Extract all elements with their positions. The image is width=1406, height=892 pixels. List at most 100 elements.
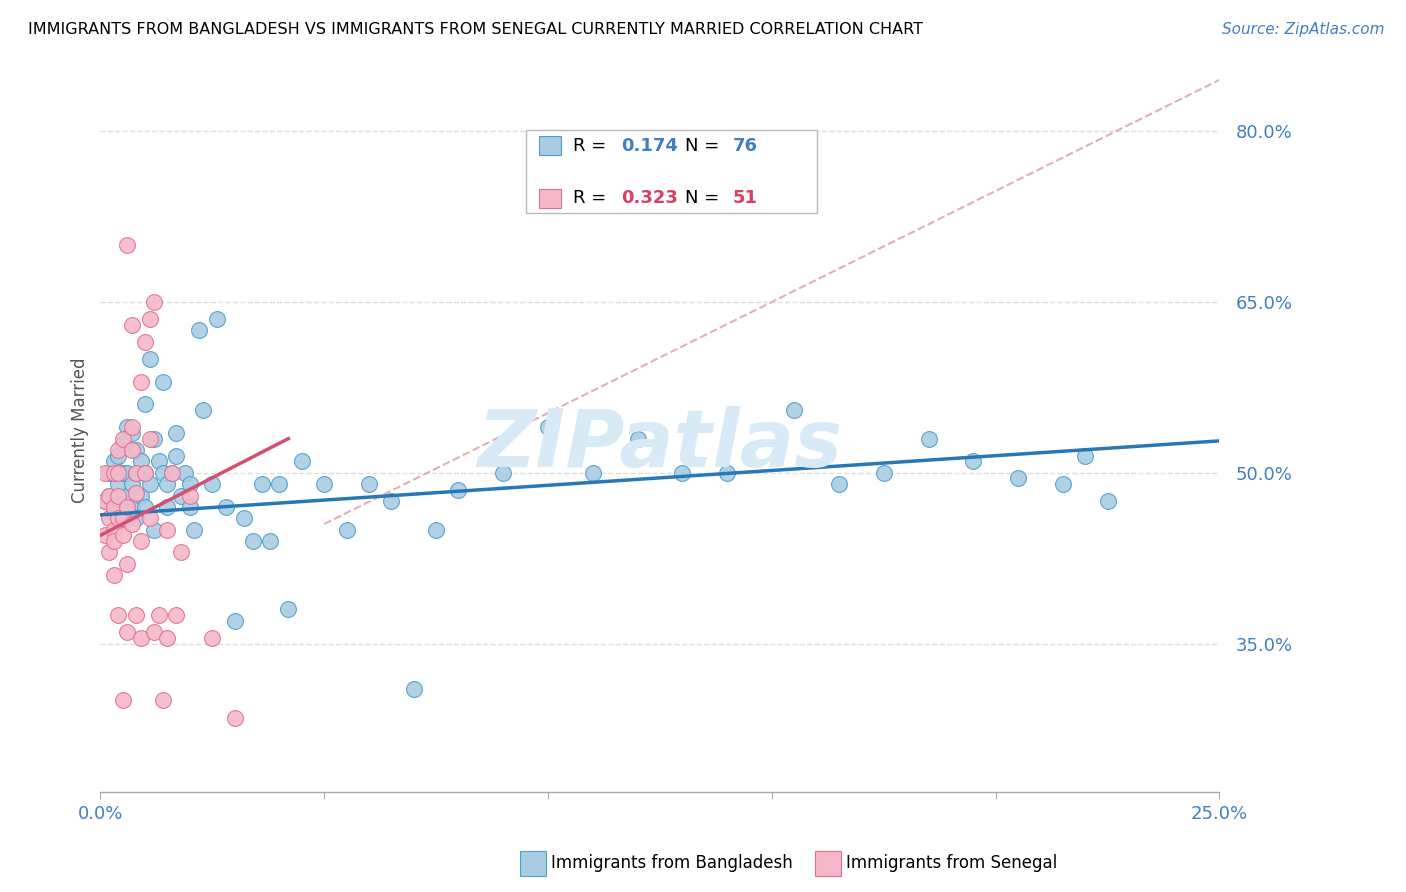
Point xyxy=(537,420,560,434)
Point xyxy=(269,477,291,491)
Point xyxy=(107,449,129,463)
Point xyxy=(314,477,336,491)
Point xyxy=(259,534,281,549)
Point xyxy=(121,500,143,514)
Text: N =: N = xyxy=(685,136,724,155)
Point xyxy=(138,432,160,446)
Point xyxy=(291,454,314,468)
Point xyxy=(626,432,648,446)
Point xyxy=(1074,449,1097,463)
Point xyxy=(115,238,138,252)
Point xyxy=(121,516,143,531)
Point xyxy=(277,602,299,616)
Point xyxy=(103,500,125,514)
Point xyxy=(138,312,160,326)
Point xyxy=(121,420,143,434)
Point xyxy=(103,568,125,582)
Point xyxy=(134,466,156,480)
Text: Immigrants from Bangladesh: Immigrants from Bangladesh xyxy=(551,855,793,872)
Text: R =: R = xyxy=(572,136,612,155)
Point xyxy=(115,420,138,434)
Point xyxy=(201,631,224,645)
Point xyxy=(103,506,125,520)
Point xyxy=(156,477,179,491)
Point xyxy=(143,432,166,446)
Point xyxy=(156,500,179,514)
Point xyxy=(129,375,152,389)
Point xyxy=(121,442,143,457)
Point xyxy=(115,466,138,480)
Point xyxy=(129,534,152,549)
Bar xyxy=(526,130,817,213)
Text: IMMIGRANTS FROM BANGLADESH VS IMMIGRANTS FROM SENEGAL CURRENTLY MARRIED CORRELAT: IMMIGRANTS FROM BANGLADESH VS IMMIGRANTS… xyxy=(28,22,924,37)
Point xyxy=(201,477,224,491)
Point xyxy=(138,511,160,525)
Point xyxy=(121,477,143,491)
Point xyxy=(447,483,470,497)
Point xyxy=(671,466,693,480)
Point xyxy=(134,500,156,514)
Point xyxy=(917,432,939,446)
Point xyxy=(125,466,148,480)
Point xyxy=(107,511,129,525)
Point xyxy=(156,523,179,537)
Point xyxy=(152,693,174,707)
Point xyxy=(160,466,183,480)
Point xyxy=(156,631,179,645)
Point xyxy=(98,489,121,503)
Point xyxy=(107,477,129,491)
Point xyxy=(232,511,254,525)
Text: R =: R = xyxy=(572,189,612,207)
Point xyxy=(103,466,125,480)
Point xyxy=(98,489,121,503)
Point xyxy=(103,534,125,549)
Point xyxy=(174,466,197,480)
Point xyxy=(179,489,201,503)
Bar xyxy=(538,136,561,155)
Point xyxy=(134,466,156,480)
Point xyxy=(98,466,121,480)
Point xyxy=(111,466,134,480)
Point xyxy=(107,466,129,480)
Point xyxy=(115,489,138,503)
Point xyxy=(179,477,201,491)
Bar xyxy=(538,189,561,208)
Point xyxy=(94,466,117,480)
Point xyxy=(115,557,138,571)
Point xyxy=(716,466,738,480)
Point xyxy=(125,486,148,500)
Point xyxy=(111,693,134,707)
Point xyxy=(138,351,160,366)
Point xyxy=(425,523,447,537)
Point xyxy=(98,511,121,525)
Point xyxy=(129,489,152,503)
Point xyxy=(250,477,273,491)
Point xyxy=(1097,494,1119,508)
Point xyxy=(129,631,152,645)
Point xyxy=(98,545,121,559)
Point xyxy=(115,625,138,640)
Point xyxy=(111,432,134,446)
Point xyxy=(380,494,402,508)
Point xyxy=(224,710,246,724)
Point xyxy=(138,477,160,491)
Point xyxy=(125,466,148,480)
Text: 51: 51 xyxy=(733,189,758,207)
Point xyxy=(783,403,806,417)
Point xyxy=(160,466,183,480)
Point xyxy=(125,442,148,457)
Point xyxy=(143,523,166,537)
Point xyxy=(94,494,117,508)
Point xyxy=(170,545,193,559)
Point xyxy=(129,454,152,468)
Point xyxy=(103,454,125,468)
Point xyxy=(335,523,357,537)
Point xyxy=(107,608,129,623)
Text: Source: ZipAtlas.com: Source: ZipAtlas.com xyxy=(1222,22,1385,37)
Point xyxy=(143,295,166,310)
Point xyxy=(179,500,201,514)
Point xyxy=(94,528,117,542)
Point xyxy=(165,449,187,463)
Point xyxy=(215,500,238,514)
Point xyxy=(111,511,134,525)
